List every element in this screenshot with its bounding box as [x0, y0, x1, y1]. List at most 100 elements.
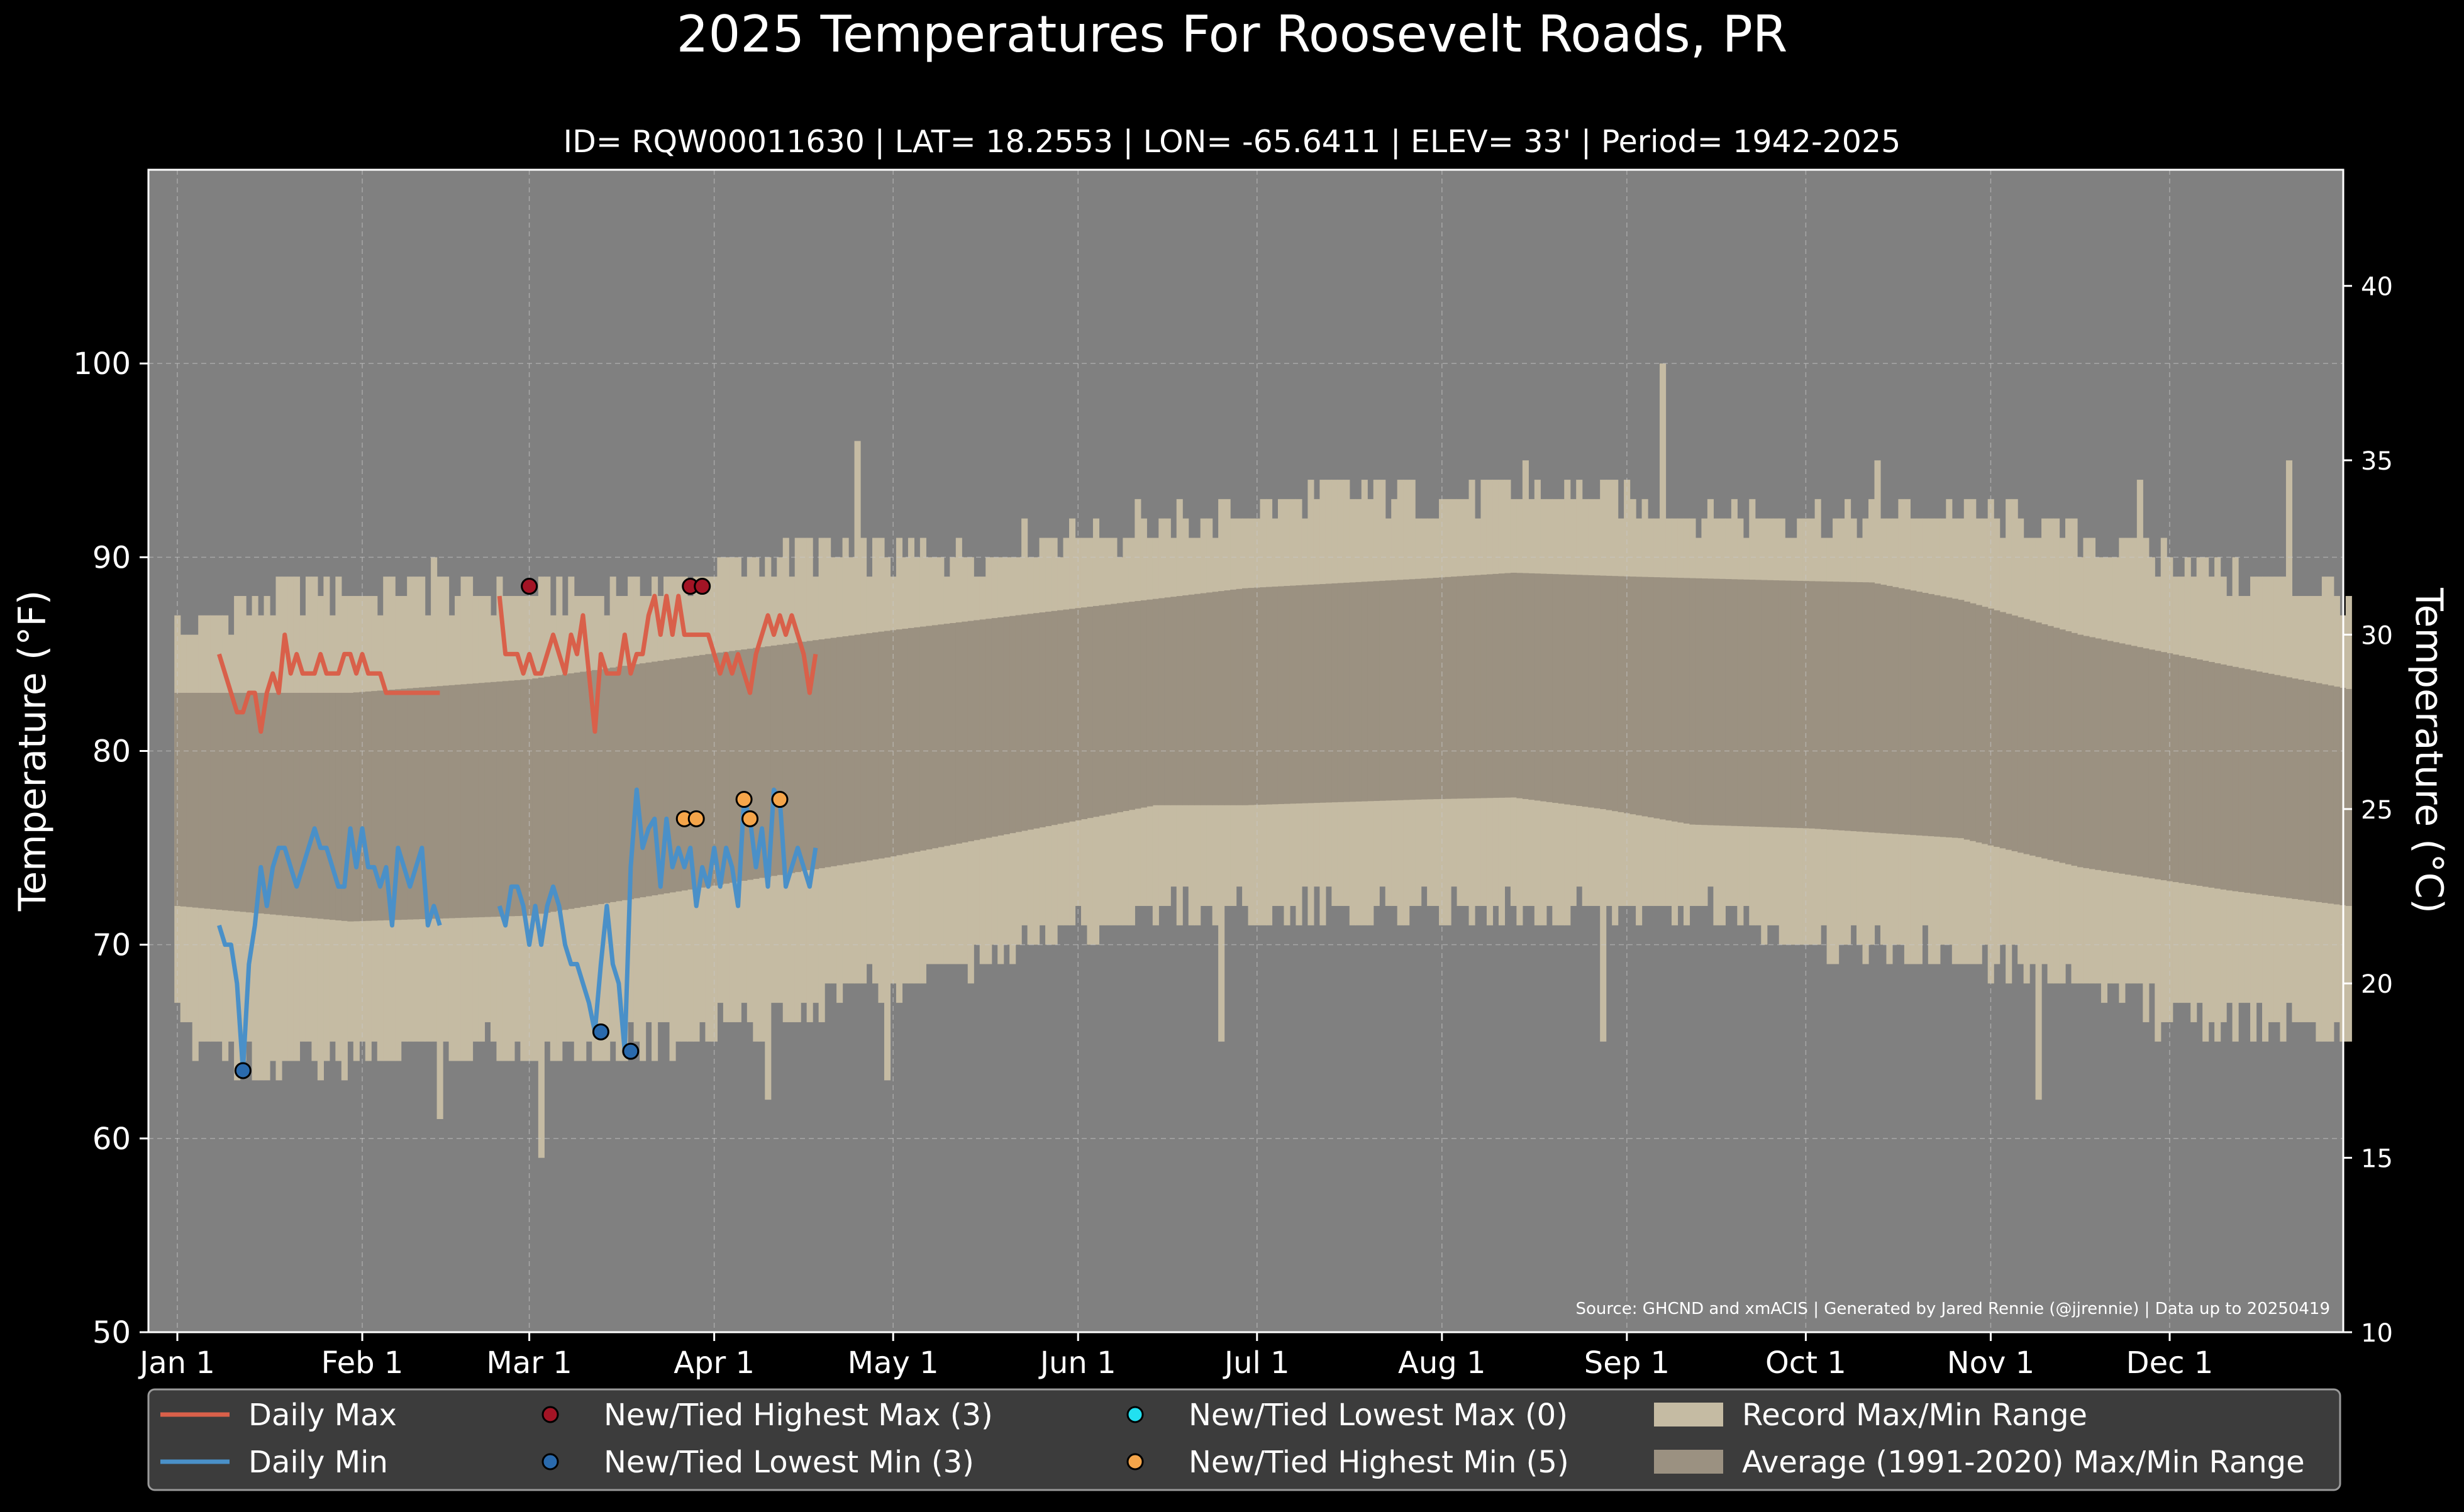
- average-range-bar: [801, 641, 807, 871]
- legend-label: Daily Max: [248, 1398, 397, 1433]
- average-range-bar: [544, 676, 551, 913]
- average-range-bar: [2160, 652, 2167, 881]
- average-range-bar: [1540, 573, 1547, 802]
- average-range-bar: [275, 693, 282, 915]
- average-range-bar: [1445, 577, 1451, 799]
- average-range-bar: [1111, 604, 1118, 814]
- average-range-bar: [1480, 575, 1487, 798]
- average-range-bar: [896, 629, 903, 856]
- average-range-bar: [1534, 573, 1541, 801]
- average-range-bar: [2059, 629, 2066, 863]
- average-range-bar: [353, 692, 360, 922]
- y-tick-label-left: 80: [92, 734, 131, 770]
- average-range-bar: [484, 682, 491, 917]
- average-range-bar: [919, 626, 926, 851]
- average-range-bar: [842, 636, 849, 864]
- average-range-bar: [1963, 601, 1970, 840]
- average-range-bar: [914, 627, 921, 852]
- daily-min-line: [497, 787, 818, 1054]
- average-range-bar: [1773, 580, 1780, 827]
- legend-swatch-patch: [1654, 1403, 1723, 1426]
- average-range-bar: [1039, 612, 1046, 827]
- average-range-bar: [2011, 615, 2018, 851]
- average-range-bar: [1504, 573, 1511, 798]
- average-range-bar: [2101, 639, 2107, 871]
- average-range-bar: [878, 631, 885, 859]
- average-range-bar: [2131, 646, 2138, 876]
- average-range-bar: [2089, 637, 2096, 869]
- average-range-bar: [2041, 624, 2048, 859]
- average-range-bar: [1415, 578, 1422, 800]
- average-range-bar: [1665, 577, 1672, 821]
- legend-label: New/Tied Highest Min (5): [1189, 1445, 1569, 1480]
- average-range-bar: [1516, 573, 1523, 798]
- average-range-bar: [2226, 665, 2233, 891]
- average-range-bar: [1069, 609, 1076, 822]
- average-range-bar: [609, 667, 616, 902]
- average-range-bar: [1331, 583, 1338, 803]
- average-range-bar: [1045, 611, 1052, 827]
- average-range-bar: [425, 687, 431, 919]
- average-range-bar: [1922, 593, 1929, 836]
- y-axis-label-right: Temperature (°C): [2407, 587, 2451, 913]
- average-range-bar: [1212, 592, 1219, 805]
- y-tick-label-right: 30: [2361, 621, 2393, 650]
- average-range-bar: [1296, 585, 1302, 804]
- average-range-bar: [1140, 600, 1147, 808]
- lowest-min-marker: [234, 1062, 252, 1079]
- average-range-bar: [824, 638, 831, 868]
- legend-label: Daily Min: [248, 1445, 388, 1480]
- average-range-bar: [1206, 592, 1213, 805]
- average-range-bar: [1468, 575, 1475, 798]
- average-range-bar: [1850, 582, 1857, 832]
- average-range-bar: [1510, 572, 1517, 798]
- average-range-bar: [794, 642, 801, 873]
- average-range-bar: [1874, 583, 1881, 833]
- average-range-bar: [478, 683, 486, 917]
- average-range-bar: [687, 656, 694, 890]
- average-range-bar: [1951, 599, 1958, 838]
- average-range-bar: [1856, 582, 1863, 832]
- x-tick-label: Apr 1: [674, 1345, 755, 1381]
- average-range-bar: [1474, 575, 1482, 798]
- average-range-bar: [938, 624, 945, 847]
- daily-max-line: [497, 593, 818, 734]
- average-range-bar: [1826, 581, 1833, 830]
- average-range-bar: [496, 682, 503, 917]
- average-range-bar: [1063, 609, 1070, 823]
- average-range-bar: [2262, 673, 2269, 895]
- average-range-bar: [2124, 644, 2131, 875]
- average-range-bar: [1266, 587, 1273, 805]
- average-range-bar: [1092, 605, 1100, 817]
- average-range-bar: [1648, 577, 1655, 818]
- average-range-bar: [753, 648, 760, 879]
- average-range-bar: [1391, 580, 1398, 801]
- average-range-bar: [1743, 579, 1750, 827]
- y-tick-label-left: 100: [73, 346, 131, 382]
- x-tick-label: Aug 1: [1398, 1345, 1486, 1381]
- average-range-bar: [1898, 588, 1905, 835]
- y-tick-label-right: 20: [2361, 970, 2393, 999]
- legend-label: New/Tied Highest Max (3): [604, 1398, 993, 1433]
- y-tick-label-right: 40: [2361, 273, 2393, 302]
- average-range-bar: [2244, 669, 2251, 893]
- average-range-bar: [633, 664, 640, 898]
- average-range-bar: [1158, 598, 1165, 805]
- average-range-bar: [2172, 654, 2179, 883]
- average-range-bar: [1528, 573, 1535, 800]
- average-range-bar: [1916, 592, 1923, 836]
- average-range-bar: [1958, 600, 1965, 839]
- average-range-bar: [568, 673, 575, 909]
- average-range-bar: [180, 693, 187, 907]
- average-range-bar: [1904, 589, 1911, 835]
- average-range-bar: [1373, 581, 1380, 802]
- average-range-bar: [2256, 671, 2263, 895]
- average-range-bar: [1492, 573, 1499, 798]
- average-range-bar: [1433, 577, 1440, 800]
- average-range-bar: [1242, 588, 1249, 805]
- average-range-bar: [902, 629, 909, 854]
- average-range-bar: [2071, 632, 2078, 866]
- average-range-bar: [1809, 581, 1816, 829]
- average-range-bar: [329, 693, 336, 920]
- average-range-bar: [950, 623, 957, 845]
